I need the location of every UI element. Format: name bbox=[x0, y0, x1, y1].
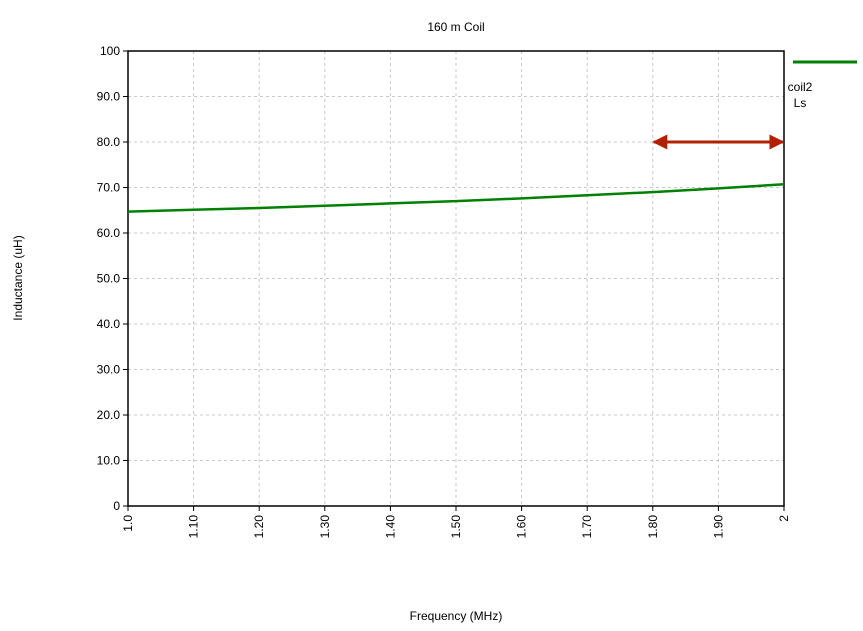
y-tick-label: 40.0 bbox=[97, 317, 121, 331]
y-tick-label: 0 bbox=[113, 499, 120, 513]
legend-label-line-1: coil2 bbox=[788, 80, 813, 94]
y-tick-label: 60.0 bbox=[97, 226, 121, 240]
x-tick-label: 1.80 bbox=[646, 515, 660, 539]
y-axis-label: Inductance (uH) bbox=[11, 235, 25, 320]
y-tick-label: 80.0 bbox=[97, 135, 121, 149]
series-line-coil2-ls bbox=[127, 183, 785, 213]
y-tick-label: 100 bbox=[100, 44, 120, 58]
y-tick-label: 50.0 bbox=[97, 272, 121, 286]
axes: 0 10.0 20.0 30.0 40.0 50.0 60.0 70.0 80.0 90.0 100… bbox=[97, 44, 791, 538]
x-tick-label: 1.70 bbox=[580, 515, 594, 539]
y-tick-label: 20.0 bbox=[97, 408, 121, 422]
x-tick-label: 1.10 bbox=[187, 515, 201, 539]
series-layer bbox=[127, 183, 785, 213]
y-tick-label: 10.0 bbox=[97, 454, 121, 468]
x-tick-label: 1.60 bbox=[515, 515, 529, 539]
y-tick-label: 70.0 bbox=[97, 181, 121, 195]
x-tick-label: 2 bbox=[777, 515, 791, 522]
y-tick-label: 90.0 bbox=[97, 90, 121, 104]
x-tick-label: 1.20 bbox=[252, 515, 266, 539]
legend-label-line-2: Ls bbox=[794, 96, 807, 110]
chart-title: 160 m Coil bbox=[427, 20, 484, 34]
y-tick-label: 30.0 bbox=[97, 363, 121, 377]
x-tick-label: 1.0 bbox=[121, 515, 135, 532]
x-axis-label: Frequency (MHz) bbox=[410, 609, 503, 623]
legend: coil2 Ls bbox=[788, 60, 857, 110]
x-tick-label: 1.50 bbox=[449, 515, 463, 539]
x-tick-label: 1.90 bbox=[711, 515, 725, 539]
x-tick-label: 1.30 bbox=[318, 515, 332, 539]
x-tick-label: 1.40 bbox=[383, 515, 397, 539]
